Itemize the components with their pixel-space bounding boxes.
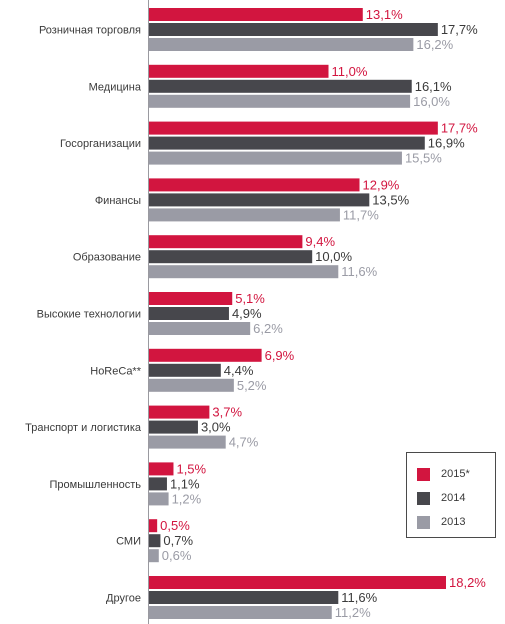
legend-label-2015: 2015* (441, 468, 470, 480)
bar-2013-4 (149, 265, 339, 279)
bar-2015-9 (149, 519, 158, 533)
data-label: 17,7% (441, 22, 478, 37)
bar-2013-7 (149, 435, 226, 449)
legend-swatch-2014 (417, 491, 430, 505)
data-label: 13,5% (372, 192, 409, 207)
data-label: 16,9% (428, 136, 465, 151)
data-label: 5,1% (235, 291, 265, 306)
bar-2014-8 (149, 477, 167, 491)
data-label: 15,5% (405, 151, 442, 166)
bar-2014-1 (149, 79, 412, 93)
data-label: 1,5% (176, 461, 206, 476)
data-label: 16,1% (415, 79, 452, 94)
bar-2013-5 (149, 322, 251, 335)
bar-2014-3 (149, 193, 370, 207)
data-label: 16,2% (416, 37, 453, 52)
legend-item-2014: 2014 (417, 491, 465, 505)
bar-2014-0 (149, 23, 438, 36)
bar-2015-10 (149, 576, 446, 589)
category-label: Розничная торговля (39, 25, 141, 37)
legend-swatch-2015 (417, 467, 430, 481)
bar-2015-5 (149, 292, 233, 305)
data-label: 0,6% (162, 548, 192, 563)
data-label: 3,0% (201, 420, 231, 435)
category-label: Промышленность (49, 479, 141, 491)
bar-2013-0 (149, 38, 414, 51)
bar-2014-9 (149, 534, 161, 548)
data-label: 5,2% (237, 378, 267, 393)
bar-2014-5 (149, 307, 229, 320)
data-label: 1,2% (172, 491, 202, 506)
data-label: 11,6% (341, 590, 377, 605)
bar-2015-8 (149, 462, 174, 476)
data-label: 11,7% (343, 207, 379, 222)
data-label: 3,7% (212, 405, 242, 420)
bar-2013-6 (149, 378, 234, 392)
legend-item-2015: 2015* (417, 467, 470, 481)
bar-2013-9 (149, 549, 159, 563)
data-label: 16,0% (413, 94, 450, 109)
bar-2013-10 (149, 606, 332, 619)
data-label: 4,7% (229, 435, 259, 450)
data-label: 0,5% (160, 518, 190, 533)
data-label: 17,7% (441, 121, 478, 136)
category-label: Образование (73, 252, 141, 264)
bar-2015-1 (149, 64, 329, 78)
category-label: Высокие технологии (37, 309, 141, 321)
bar-2015-7 (149, 405, 210, 419)
bar-2013-2 (149, 151, 402, 165)
bar-2014-4 (149, 250, 313, 264)
data-label: 0,7% (163, 533, 193, 548)
category-label: Госорганизации (60, 138, 141, 150)
bar-2015-3 (149, 178, 360, 192)
category-label: HoReCa** (90, 365, 141, 377)
category-label: Финансы (95, 195, 141, 207)
data-label: 6,2% (253, 321, 283, 336)
data-label: 1,1% (170, 476, 200, 491)
data-label: 4,4% (224, 363, 254, 378)
bar-2014-6 (149, 363, 221, 377)
data-label: 18,2% (449, 575, 486, 590)
bar-2014-2 (149, 136, 425, 150)
data-label: 13,1% (366, 7, 403, 22)
category-label: Другое (106, 593, 141, 605)
legend: 2015* 2014 2013 (406, 452, 496, 538)
bar-2015-4 (149, 235, 303, 249)
data-label: 11,6% (341, 264, 377, 279)
category-label: Медицина (89, 81, 142, 93)
data-label: 10,0% (315, 249, 352, 264)
category-label: СМИ (116, 536, 141, 548)
legend-label-2014: 2014 (441, 492, 466, 504)
data-label: 11,2% (335, 605, 371, 620)
data-label: 4,9% (232, 306, 262, 321)
legend-label-2013: 2013 (441, 516, 466, 528)
bar-2015-2 (149, 121, 438, 135)
bar-2014-7 (149, 420, 198, 434)
bar-2013-1 (149, 94, 411, 108)
category-label: Транспорт и логистика (25, 422, 142, 434)
bar-2013-8 (149, 492, 169, 506)
bar-2014-10 (149, 591, 339, 604)
data-label: 6,9% (265, 348, 295, 363)
data-label: 12,9% (363, 177, 400, 192)
bar-2015-6 (149, 348, 262, 362)
legend-swatch-2013 (417, 515, 430, 529)
data-label: 9,4% (305, 234, 335, 249)
legend-item-2013: 2013 (417, 515, 465, 529)
bar-2015-0 (149, 8, 363, 21)
data-label: 11,0% (332, 64, 368, 79)
bar-2013-3 (149, 208, 340, 222)
